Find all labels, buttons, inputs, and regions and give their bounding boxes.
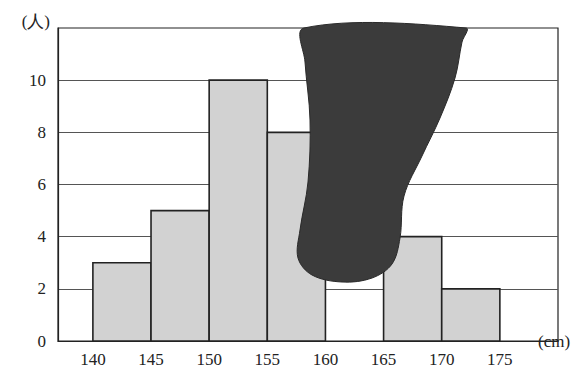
svg-text:160: 160 [313,350,339,369]
svg-text:165: 165 [371,350,397,369]
svg-text:2: 2 [38,279,47,298]
svg-text:145: 145 [138,350,164,369]
svg-text:8: 8 [38,123,47,142]
svg-text:0: 0 [38,332,47,351]
svg-text:(人): (人) [22,12,50,31]
svg-text:6: 6 [38,175,47,194]
svg-text:175: 175 [487,350,512,369]
svg-text:155: 155 [255,350,281,369]
svg-text:170: 170 [429,350,455,369]
svg-text:(cm): (cm) [538,331,571,351]
svg-text:140: 140 [80,350,106,369]
svg-text:10: 10 [29,71,46,90]
svg-text:150: 150 [196,350,222,369]
svg-text:4: 4 [38,227,47,246]
